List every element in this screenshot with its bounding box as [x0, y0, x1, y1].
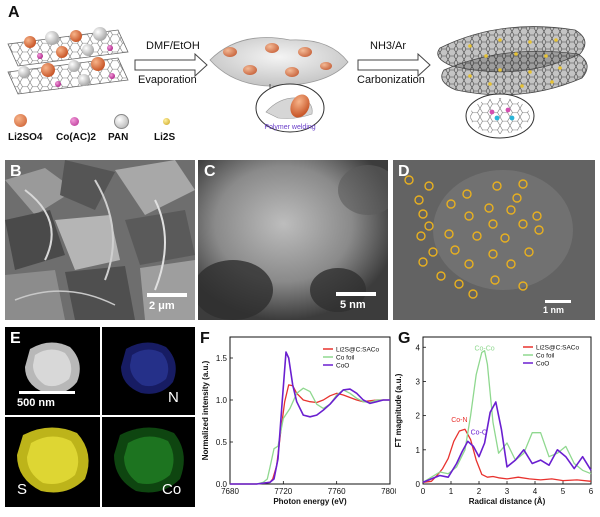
x-tick-label: 1 — [449, 487, 454, 496]
eds-map-co: Co — [102, 417, 195, 507]
x-tick-label: 7680 — [221, 487, 239, 496]
panel-label-b: B — [10, 163, 22, 180]
panel-label-a: A — [8, 4, 20, 21]
arrow-evaporation — [134, 52, 208, 78]
series-line-0 — [230, 384, 390, 485]
panel-label-g: G — [398, 330, 411, 347]
step2-atmosphere-label: NH3/Ar — [370, 40, 407, 52]
panel-b-sem-image: 2 μm — [5, 160, 195, 320]
y-tick-label: 4 — [416, 343, 421, 352]
plot-frame — [229, 336, 391, 485]
panel-a-schematic: Polymer welding — [7, 26, 588, 139]
legend-entry-1: Co foil — [336, 355, 355, 362]
x-tick-label: 3 — [505, 487, 510, 496]
eds-map-s: S — [5, 417, 100, 507]
legend-li2s: Li2S — [154, 132, 176, 143]
legend-entry-0: Li2S@C:SACo — [336, 347, 379, 354]
scale-bar-d — [545, 300, 571, 303]
pan-marker-icon — [114, 114, 129, 129]
y-axis-label: Normalized intensity (a.u.) — [201, 360, 210, 460]
legend-co-acetate: Co(AC)2 — [56, 132, 96, 143]
panel-label-c: C — [204, 163, 216, 180]
x-tick-label: 0 — [421, 487, 426, 496]
y-tick-label: 0.0 — [216, 480, 228, 489]
welded-film — [209, 37, 349, 133]
eds-label-co: Co — [162, 481, 182, 498]
y-tick-label: 3 — [416, 377, 421, 386]
legend-pan: PAN — [108, 132, 129, 143]
y-tick-label: 2 — [416, 412, 421, 421]
x-tick-label: 5 — [561, 487, 566, 496]
series-line-0 — [422, 428, 592, 483]
legend-entry-2: CoO — [336, 363, 349, 370]
x-tick-label: 7760 — [328, 487, 346, 496]
panel-e-haadf-image: 500 nm — [5, 327, 100, 415]
legend-entry-1: Co foil — [536, 353, 555, 360]
arrow-carbonization — [357, 52, 431, 78]
series-line-1 — [422, 350, 592, 483]
x-axis-label: Radical distance (Å) — [469, 497, 546, 506]
x-tick-label: 7720 — [274, 487, 292, 496]
series-line-2 — [422, 401, 592, 484]
legend-entry-0: Li2S@C:SACo — [536, 345, 579, 352]
scale-text-b: 2 μm — [149, 300, 175, 312]
co-acetate-marker-icon — [70, 117, 79, 126]
annotation-1: Co-N — [451, 417, 467, 424]
y-tick-label: 1.0 — [216, 396, 228, 405]
eds-map-n: N — [102, 327, 195, 415]
scale-text-e: 500 nm — [17, 397, 55, 409]
li2s-marker-icon — [163, 118, 170, 125]
x-tick-label: 4 — [533, 487, 538, 496]
step1-process-label: Evaporation — [138, 74, 197, 86]
scale-bar-b — [147, 293, 187, 297]
panel-label-f: F — [200, 330, 210, 347]
x-tick-label: 6 — [589, 487, 594, 496]
scale-text-c: 5 nm — [340, 299, 366, 311]
y-tick-label: 1 — [416, 446, 421, 455]
scale-bar-c — [336, 292, 376, 296]
panel-label-e: E — [10, 330, 21, 347]
scale-bar-e — [19, 391, 75, 394]
x-axis-label: Photon energy (eV) — [273, 497, 347, 506]
carbonized-sheets — [437, 26, 588, 139]
annotation-0: Co-Co — [474, 346, 494, 353]
legend-entry-2: CoO — [536, 361, 549, 368]
panel-label-d: D — [398, 163, 410, 180]
step1-solvent-label: DMF/EtOH — [146, 40, 200, 52]
eds-label-n: N — [168, 389, 179, 406]
scale-text-d: 1 nm — [543, 305, 565, 315]
series-line-2 — [230, 351, 390, 485]
step2-process-label: Carbonization — [357, 74, 425, 86]
precursor-sheets — [7, 27, 129, 95]
series-line-1 — [230, 387, 390, 485]
panel-d-haadf-image: 1 nm — [393, 160, 595, 320]
single-atom-markers — [404, 175, 544, 299]
annotation-2: Co-O — [471, 429, 488, 436]
eds-label-s: S — [17, 481, 28, 498]
y-axis-label: FT magnitude (a.u.) — [395, 373, 403, 447]
inset-label: Polymer welding — [264, 124, 315, 131]
x-tick-label: 2 — [477, 487, 482, 496]
y-tick-label: 0 — [416, 480, 421, 489]
panel-c-tem-image: 5 nm — [198, 160, 388, 320]
y-tick-label: 1.5 — [216, 354, 228, 363]
y-tick-label: 0.5 — [216, 438, 228, 447]
li2so4-marker-icon — [14, 114, 27, 127]
legend-li2so4: Li2SO4 — [8, 132, 43, 143]
